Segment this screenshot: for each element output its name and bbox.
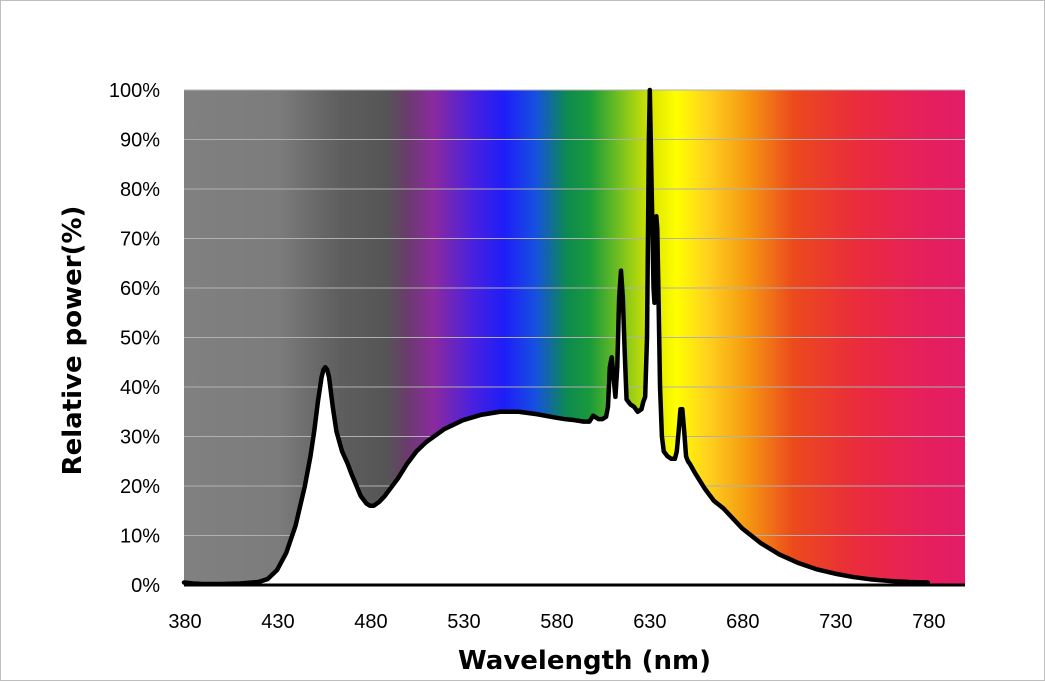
- y-tick-label: 40%: [120, 377, 160, 399]
- spectrum-line: [181, 87, 931, 587]
- x-tick-label: 430: [261, 611, 294, 633]
- x-tick-label: 380: [168, 611, 201, 633]
- x-tick-label: 480: [354, 611, 387, 633]
- x-tick-label: 530: [447, 611, 480, 633]
- y-tick-label: 90%: [120, 130, 160, 152]
- y-tick-label: 80%: [120, 179, 160, 201]
- x-tick-label: 730: [819, 611, 852, 633]
- x-tick-label: 680: [726, 611, 759, 633]
- x-axis-title: Wavelength (nm): [458, 646, 711, 676]
- x-tick-label: 780: [912, 611, 945, 633]
- x-axis-tick-labels: 380 430 480 530 580 630 680 730 780: [168, 611, 945, 633]
- spectrum-area-fill: [184, 90, 928, 585]
- y-tick-label: 30%: [120, 427, 160, 449]
- y-tick-label: 50%: [120, 328, 160, 350]
- y-tick-label: 20%: [120, 476, 160, 498]
- x-tick-label: 630: [633, 611, 666, 633]
- x-tick-label: 580: [540, 611, 573, 633]
- y-tick-label: 0%: [131, 575, 160, 597]
- y-axis-tick-labels: 0% 10% 20% 30% 40% 50% 60% 70% 80% 90% 100%: [109, 80, 160, 597]
- y-tick-label: 100%: [109, 80, 160, 102]
- y-axis-title: Relative power(%): [58, 206, 88, 476]
- y-tick-label: 60%: [120, 278, 160, 300]
- y-tick-label: 10%: [120, 526, 160, 548]
- y-tick-label: 70%: [120, 229, 160, 251]
